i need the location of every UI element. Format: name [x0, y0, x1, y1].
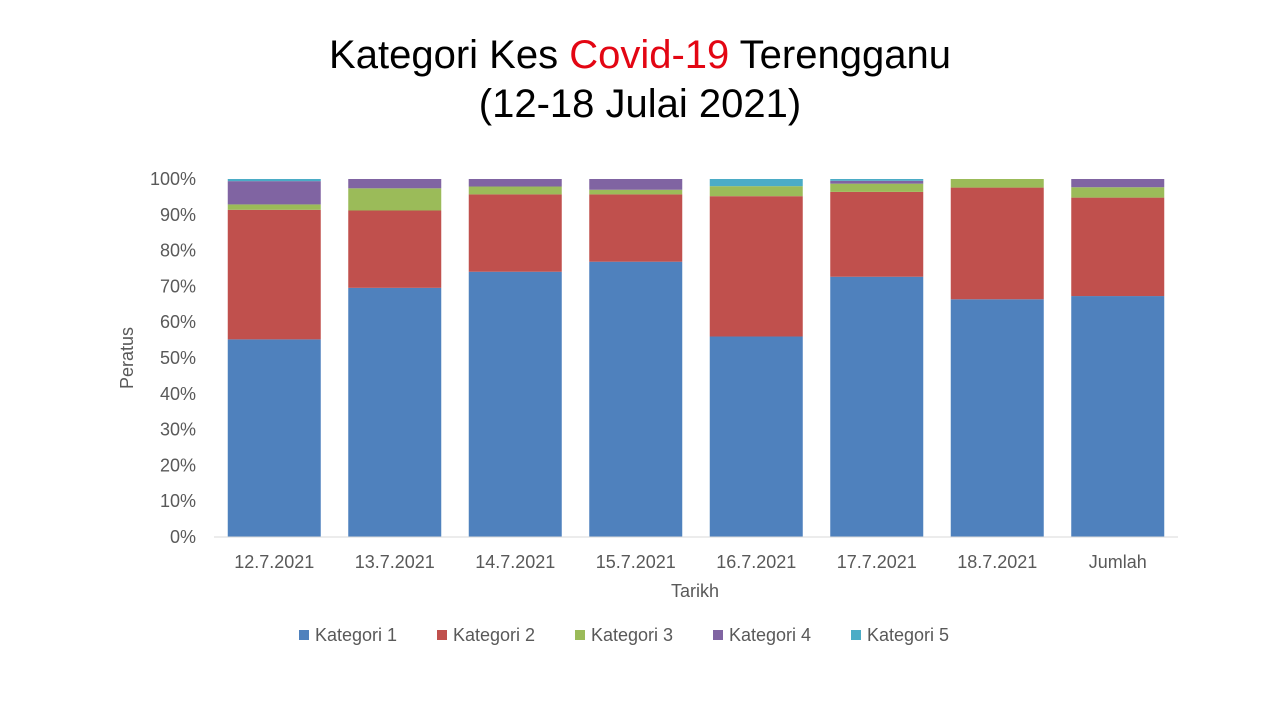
y-tick-label: 20%: [160, 455, 196, 475]
legend-swatch: [437, 630, 447, 640]
bar-segment: [830, 180, 924, 184]
legend-item: Kategori 4: [713, 625, 811, 645]
y-tick-label: 60%: [160, 312, 196, 332]
title-highlight: Covid-19: [569, 33, 730, 77]
x-tick-label: 15.7.2021: [596, 552, 676, 572]
bar-segment: [830, 191, 924, 277]
bar-segment: [950, 187, 1044, 300]
legend-swatch: [713, 630, 723, 640]
bar-segment: [950, 179, 1044, 188]
x-axis-label: Tarikh: [671, 581, 719, 601]
bar-segment: [227, 339, 321, 537]
bar-segment: [589, 194, 683, 262]
legend: Kategori 1 Kategori 2 Kategori 3 Kategori 4…: [299, 625, 949, 645]
bar-segment: [589, 261, 683, 537]
legend-item: Kategori 1: [299, 625, 397, 645]
bar-segment: [468, 179, 562, 187]
bar-segment: [830, 276, 924, 537]
y-tick-label: 80%: [160, 241, 196, 261]
bar-segment: [1071, 197, 1165, 297]
x-tick-label: 13.7.2021: [355, 552, 435, 572]
bar-segment: [227, 204, 321, 210]
x-axis: 12.7.2021 13.7.2021 14.7.2021 15.7.2021 16.7…: [234, 552, 1147, 572]
bar-segment: [709, 196, 803, 337]
bar-segment: [589, 189, 683, 195]
bar-segment: [1071, 187, 1165, 198]
bar-segment: [348, 179, 442, 189]
chart-subtitle: (12-18 Julai 2021): [478, 82, 802, 126]
bar-segment: [1071, 179, 1165, 188]
legend-label: Kategori 5: [867, 625, 949, 645]
bar-segment: [227, 209, 321, 340]
legend-item: Kategori 3: [575, 625, 673, 645]
bars-group: [227, 179, 1165, 537]
y-tick-label: 90%: [160, 205, 196, 225]
bar-segment: [830, 183, 924, 192]
y-tick-label: 50%: [160, 348, 196, 368]
x-tick-label: Jumlah: [1089, 552, 1147, 572]
bar-segment: [468, 271, 562, 537]
bar-segment: [227, 181, 321, 205]
x-tick-label: 18.7.2021: [957, 552, 1037, 572]
y-tick-label: 40%: [160, 384, 196, 404]
legend-label: Kategori 2: [453, 625, 535, 645]
bar-segment: [348, 287, 442, 537]
legend-label: Kategori 1: [315, 625, 397, 645]
y-tick-label: 10%: [160, 491, 196, 511]
bar-segment: [1071, 296, 1165, 537]
x-tick-label: 14.7.2021: [475, 552, 555, 572]
legend-swatch: [299, 630, 309, 640]
bar-segment: [830, 179, 924, 181]
bar-segment: [468, 186, 562, 195]
legend-item: Kategori 5: [851, 625, 949, 645]
y-tick-label: 30%: [160, 420, 196, 440]
legend-item: Kategori 2: [437, 625, 535, 645]
y-tick-label: 70%: [160, 276, 196, 296]
legend-label: Kategori 4: [729, 625, 811, 645]
bar-segment: [468, 194, 562, 272]
bar-segment: [709, 179, 803, 187]
bar-segment: [709, 336, 803, 537]
bar-segment: [348, 210, 442, 288]
x-tick-label: 12.7.2021: [234, 552, 314, 572]
legend-label: Kategori 3: [591, 625, 673, 645]
bar-segment: [589, 179, 683, 190]
y-tick-label: 0%: [170, 527, 196, 547]
legend-swatch: [575, 630, 585, 640]
bar-segment: [950, 299, 1044, 537]
y-axis-label: Peratus: [117, 327, 137, 389]
title-part1: Kategori Kes: [329, 33, 570, 77]
y-axis: 0% 10% 20% 30% 40% 50% 60% 70% 80% 90% 100%: [150, 169, 196, 547]
y-tick-label: 100%: [150, 169, 196, 189]
bar-segment: [709, 186, 803, 197]
bar-segment: [227, 179, 321, 182]
chart-title: Kategori Kes Covid-19 Terengganu: [0, 31, 1280, 79]
x-tick-label: 16.7.2021: [716, 552, 796, 572]
x-tick-label: 17.7.2021: [837, 552, 917, 572]
bar-segment: [348, 188, 442, 211]
legend-swatch: [851, 630, 861, 640]
title-part2: Terengganu: [729, 33, 951, 77]
